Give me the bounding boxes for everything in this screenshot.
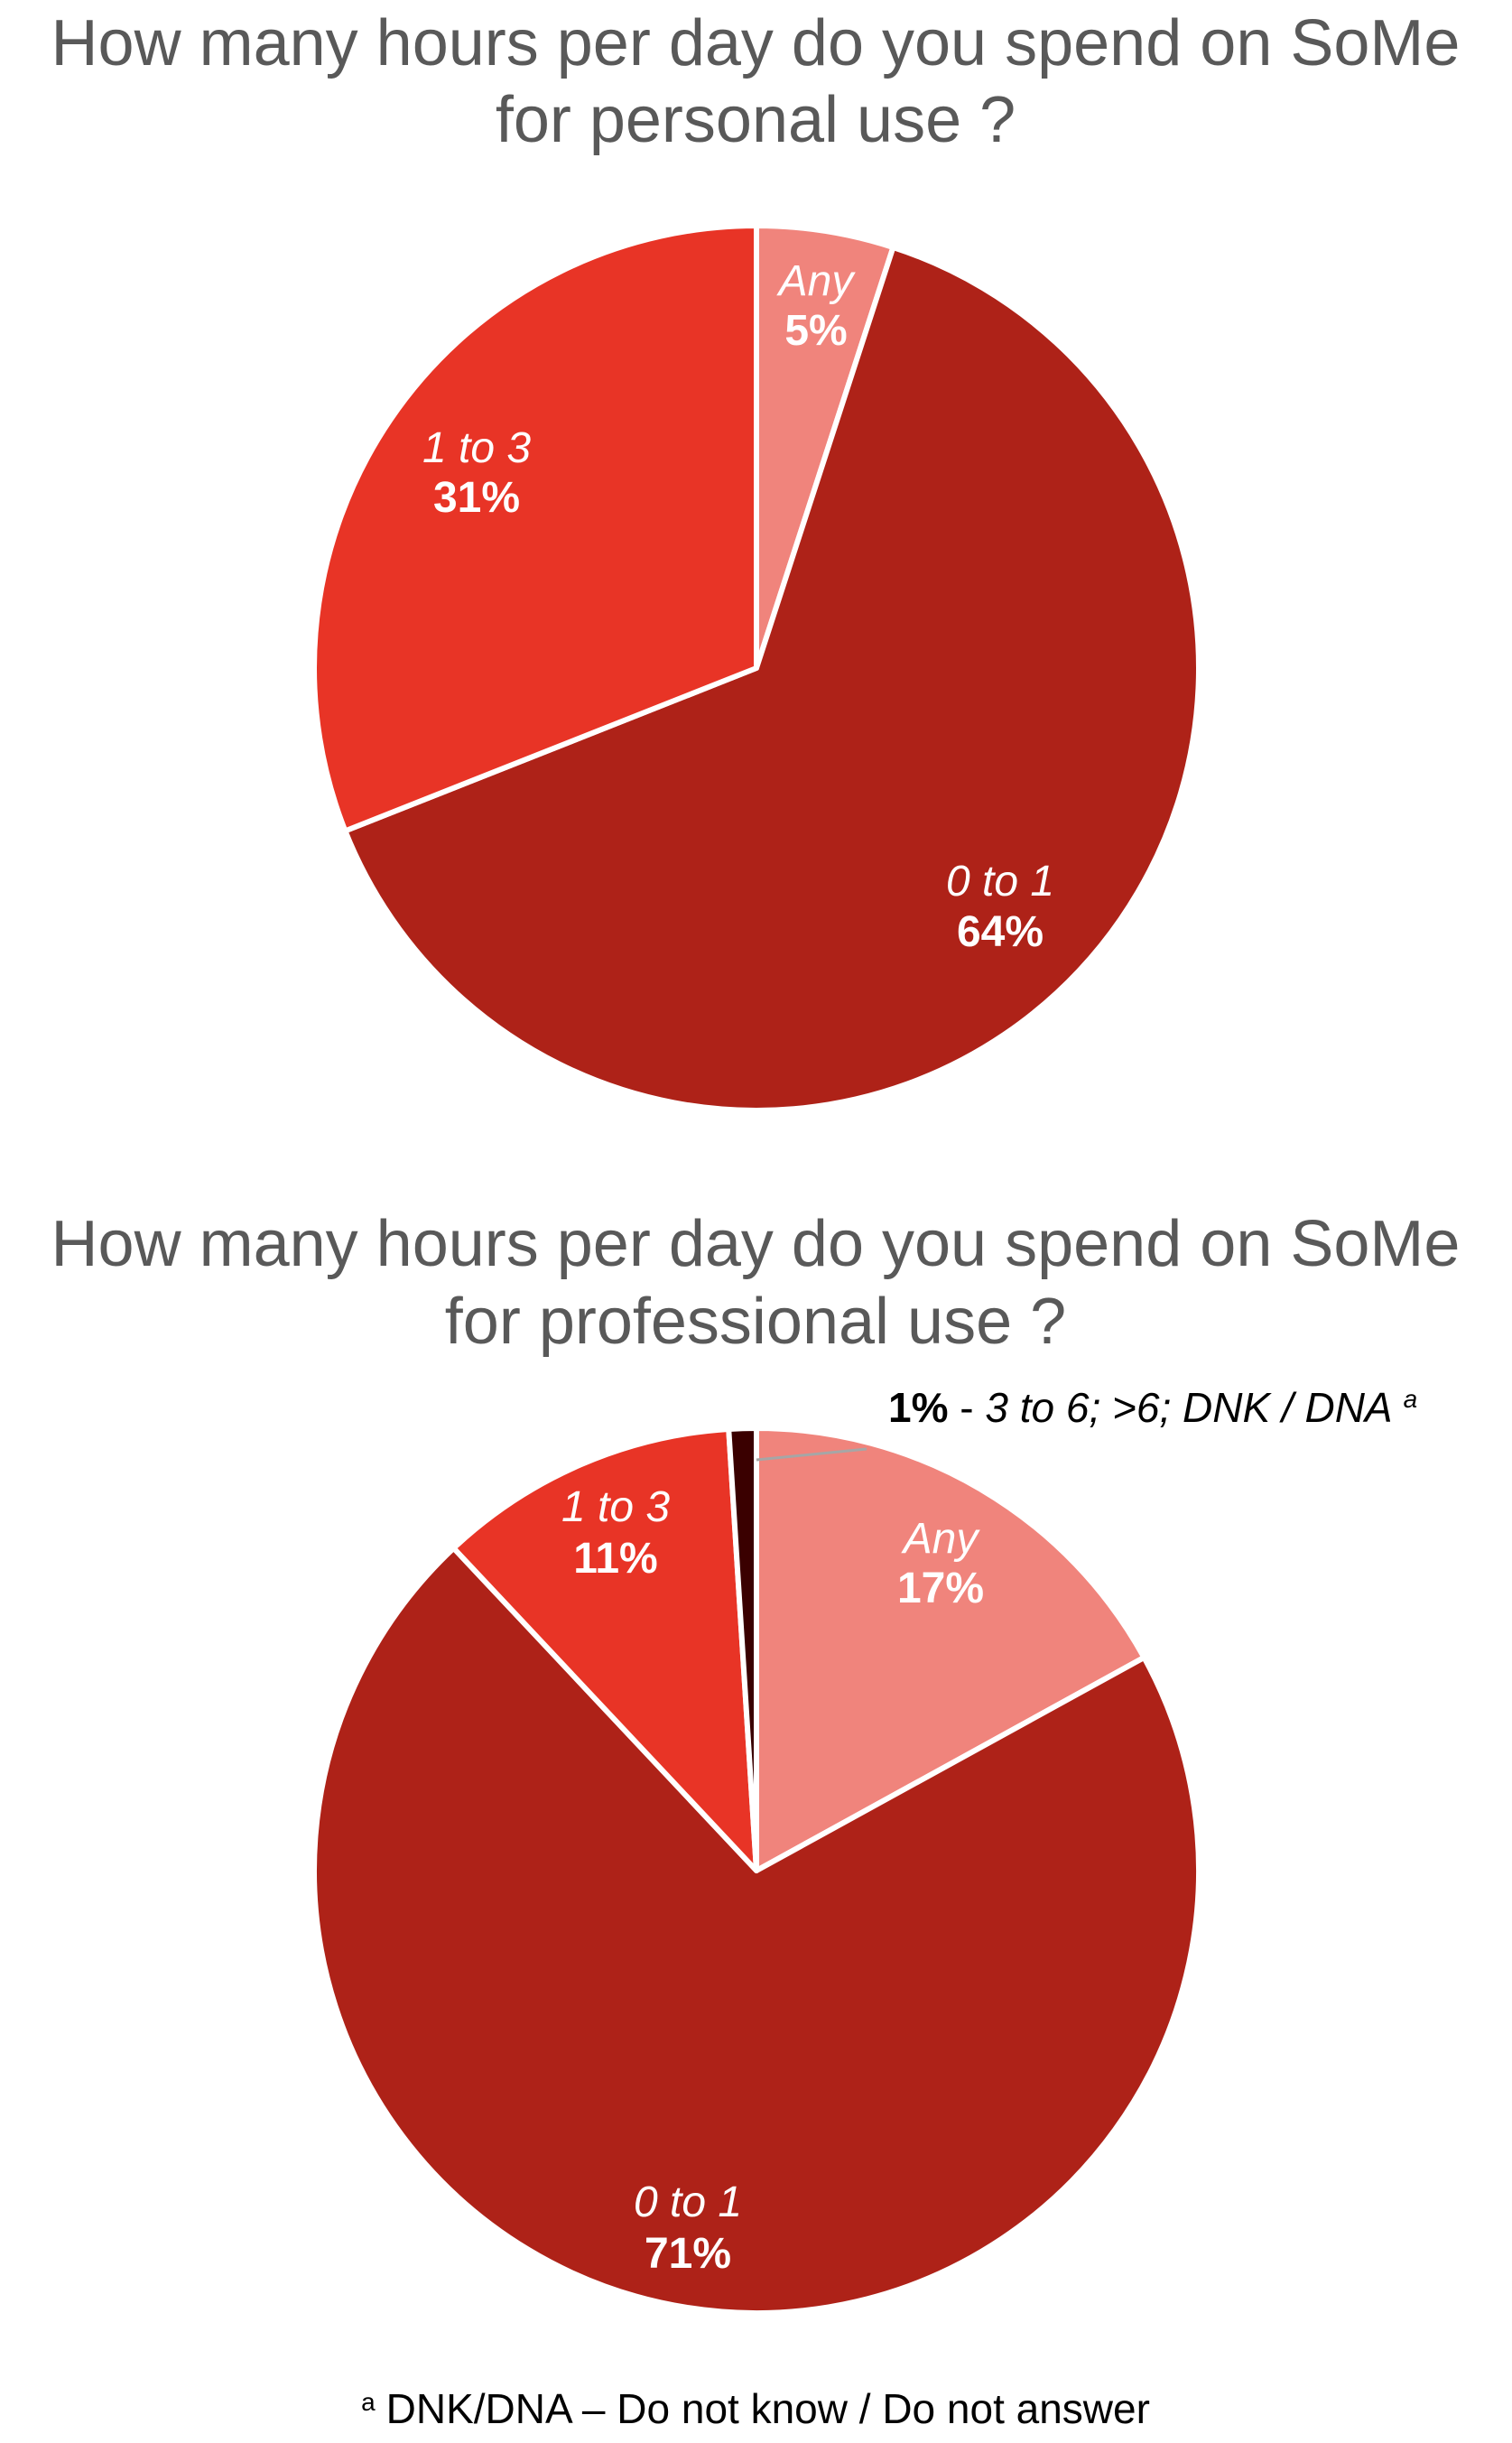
chart2-callout-leader-line xyxy=(756,1447,867,1462)
chart1-slice-0-to-1 xyxy=(342,244,1201,1113)
personal-use-chart: How many hours per day do you spend on S… xyxy=(51,7,1461,1113)
chart2-callout-value: 1% xyxy=(888,1384,948,1431)
chart2-title-line1: How many hours per day do you spend on S… xyxy=(51,1208,1461,1280)
chart2-label-any-category: Any xyxy=(901,1515,981,1563)
chart1-label-0to1-value: 64% xyxy=(957,908,1044,956)
chart2-slice-3-to-6-6-dnk-dna xyxy=(726,1426,759,1873)
chart2-slice-1-to-3 xyxy=(450,1426,759,1873)
chart2-title-line2: for professional use ? xyxy=(445,1286,1066,1358)
footnote-text: DNK/DNA – Do not know / Do not answer xyxy=(386,2385,1150,2432)
chart1-label-1to3-value: 31% xyxy=(433,474,520,522)
chart1-title-line1: How many hours per day do you spend on S… xyxy=(51,7,1461,79)
chart1-slice-1-to-3 xyxy=(311,223,759,834)
chart2-label-0to1-value: 71% xyxy=(645,2230,731,2278)
chart1-label-0to1-category: 0 to 1 xyxy=(946,858,1054,906)
chart2-callout-marker: a xyxy=(1404,1385,1418,1413)
chart1-label-any-category: Any xyxy=(776,257,857,305)
chart1-label-any-value: 5% xyxy=(784,307,847,355)
chart2-callout-text: 3 to 6; >6; DNK / DNA xyxy=(985,1384,1392,1431)
professional-use-chart: How many hours per day do you spend on S… xyxy=(51,1208,1461,2316)
chart2-callout-separator: - xyxy=(948,1384,985,1431)
chart2-label-any-value: 17% xyxy=(897,1565,984,1612)
chart2-label-1to3-value: 11% xyxy=(573,1535,657,1583)
chart2-slice-any xyxy=(754,1426,1147,1873)
chart1-label-1to3-category: 1 to 3 xyxy=(422,424,531,472)
pie1-slices xyxy=(311,223,1201,1113)
footnote: a DNK/DNA – Do not know / Do not answer xyxy=(361,2385,1150,2432)
chart2-label-1to3-category: 1 to 3 xyxy=(561,1483,670,1531)
chart2-callout: 1% - 3 to 6; >6; DNK / DNA a xyxy=(888,1384,1417,1431)
chart1-title-line2: for personal use ? xyxy=(496,84,1016,156)
chart2-slice-0-to-1 xyxy=(311,1545,1201,2316)
chart2-label-0to1-category: 0 to 1 xyxy=(634,2178,742,2226)
footnote-marker: a xyxy=(361,2388,376,2416)
pie2-slices xyxy=(311,1426,1201,2316)
